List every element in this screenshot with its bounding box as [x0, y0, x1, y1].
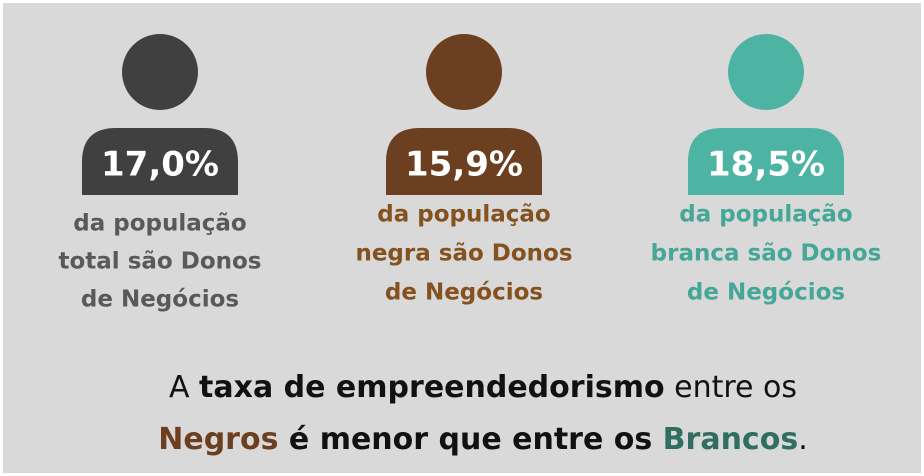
footer-run: A: [169, 370, 199, 405]
value-label: 18,5%: [707, 145, 825, 185]
footer-run: entre os: [665, 370, 797, 405]
caption-line: de Negócios: [385, 280, 543, 306]
person-body: [82, 128, 238, 195]
footer-run: é menor que entre os: [278, 422, 662, 457]
caption-line: da população: [679, 202, 852, 228]
person-head: [426, 34, 502, 110]
caption-line: de Negócios: [687, 280, 845, 306]
person-body: [688, 128, 844, 195]
value-label: 17,0%: [101, 145, 219, 185]
person-head: [122, 34, 198, 110]
footer-run: Negros: [158, 422, 278, 457]
footer-run: taxa de empreendedorismo: [199, 370, 665, 405]
value-label: 15,9%: [405, 145, 523, 185]
caption-line: negra são Donos: [355, 241, 572, 267]
footer-run: .: [798, 422, 808, 457]
person-head: [728, 34, 804, 110]
caption-line: total são Donos: [59, 249, 262, 275]
footer-line: Negros é menor que entre os Brancos.: [158, 422, 807, 457]
footer-line: A taxa de empreendedorismo entre os: [169, 370, 797, 405]
caption-line: da população: [73, 211, 246, 237]
footer-run: Brancos: [663, 422, 799, 457]
caption-line: branca são Donos: [651, 241, 882, 267]
caption-line: de Negócios: [81, 287, 239, 313]
caption-line: da população: [377, 202, 550, 228]
person-body: [386, 128, 542, 195]
